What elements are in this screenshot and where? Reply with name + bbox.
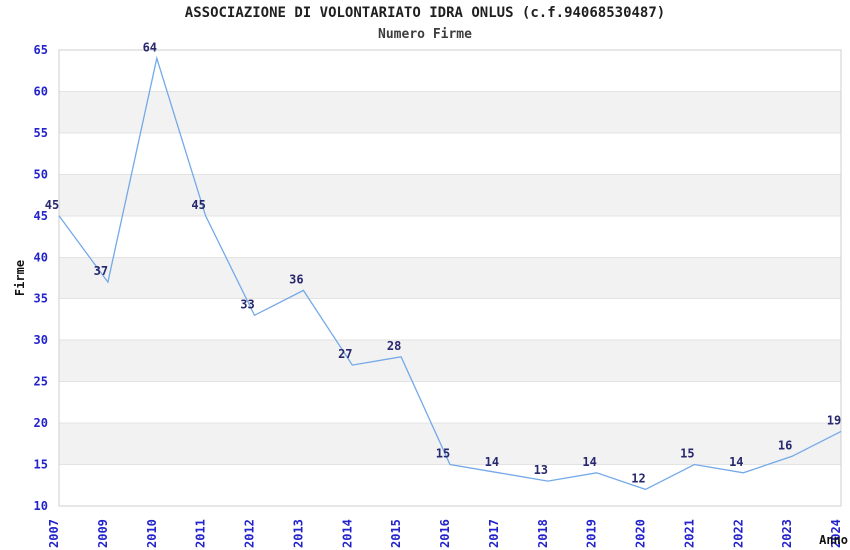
x-tick-label: 2021 [682, 519, 696, 548]
data-point-label: 37 [94, 264, 108, 278]
y-tick-label: 20 [34, 416, 48, 430]
y-tick-label: 50 [34, 167, 48, 181]
x-tick-label: 2017 [487, 519, 501, 548]
grid-band [59, 91, 841, 133]
chart-subtitle: Numero Firme [378, 27, 472, 42]
data-point-label: 28 [387, 339, 401, 353]
data-line [58, 55, 842, 491]
data-point-label: 36 [289, 272, 303, 286]
y-tick-label: 35 [34, 292, 48, 306]
x-axis-name: Anno [819, 533, 848, 547]
y-tick-label: 65 [34, 43, 48, 57]
data-point-label: 64 [143, 40, 157, 54]
y-tick-label: 30 [34, 333, 48, 347]
data-point-label: 14 [485, 455, 499, 469]
x-tick-label: 2023 [780, 519, 794, 548]
plot-border [58, 49, 842, 507]
data-point-label: 13 [534, 463, 548, 477]
x-tick-label: 2022 [731, 519, 745, 548]
grid-band [59, 174, 841, 216]
x-tick-label: 2016 [438, 519, 452, 548]
grid-band [59, 423, 841, 465]
x-tick-label: 2010 [145, 519, 159, 548]
data-point-label: 15 [436, 447, 450, 461]
grid-band [59, 340, 841, 382]
y-tick-label: 45 [34, 209, 48, 223]
x-tick-label: 2015 [389, 519, 403, 548]
data-point-label: 19 [827, 413, 841, 427]
y-tick-label: 25 [34, 375, 48, 389]
data-point-label: 45 [45, 198, 59, 212]
data-point-label: 14 [582, 455, 596, 469]
x-tick-label: 2013 [291, 519, 305, 548]
x-tick-label: 2018 [536, 519, 550, 548]
x-tick-label: 2014 [340, 519, 354, 548]
y-tick-label: 40 [34, 250, 48, 264]
data-point-label: 33 [240, 297, 254, 311]
y-tick-label: 15 [34, 458, 48, 472]
data-point-label: 27 [338, 347, 352, 361]
y-tick-label: 10 [34, 499, 48, 513]
data-point-label: 16 [778, 438, 792, 452]
x-tick-label: 2019 [585, 519, 599, 548]
grid-band [59, 257, 841, 299]
x-tick-label: 2024 [829, 519, 843, 548]
x-tick-label: 2020 [634, 519, 648, 548]
y-tick-label: 60 [34, 85, 48, 99]
x-tick-label: 2012 [243, 519, 257, 548]
x-tick-label: 2007 [47, 519, 61, 548]
data-point-label: 14 [729, 455, 743, 469]
chart-title: ASSOCIAZIONE DI VOLONTARIATO IDRA ONLUS … [184, 5, 666, 21]
data-point-label: 12 [631, 471, 645, 485]
data-point-label: 45 [191, 198, 205, 212]
x-tick-label: 2009 [96, 519, 110, 548]
data-point-label: 15 [680, 447, 694, 461]
x-tick-label: 2011 [194, 519, 208, 548]
y-tick-label: 55 [34, 126, 48, 140]
y-axis-name: Firme [13, 260, 27, 296]
